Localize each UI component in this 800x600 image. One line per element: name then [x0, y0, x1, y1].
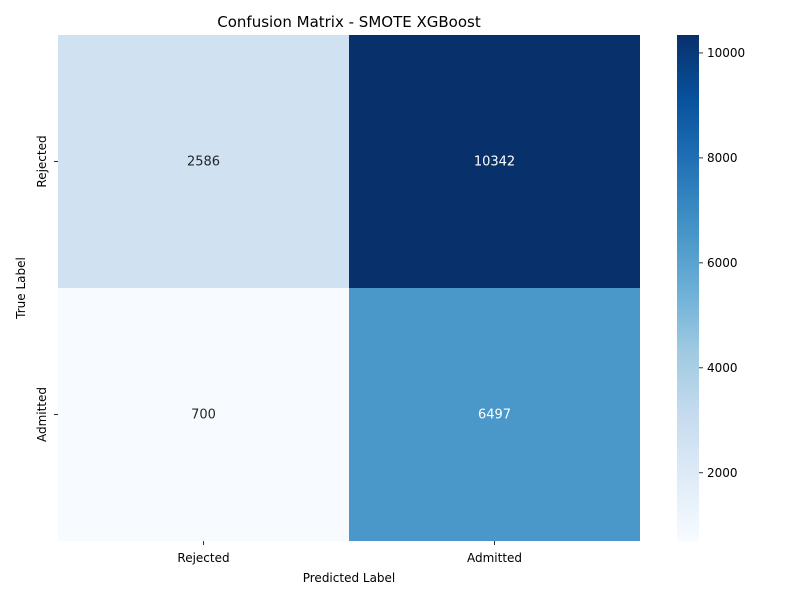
y-axis-label: True Label: [14, 257, 28, 320]
chart-title: Confusion Matrix - SMOTE XGBoost: [217, 13, 481, 31]
heatmap-cell: [58, 288, 349, 541]
x-axis-ticks: Rejected Admitted: [177, 541, 522, 565]
colorbar-gradient: [677, 35, 699, 541]
colorbar-tick-label: 4000: [707, 361, 738, 375]
heatmap-cells: [58, 35, 640, 541]
x-tick-label: Rejected: [177, 551, 229, 565]
colorbar-tick-label: 6000: [707, 256, 738, 270]
heatmap-cell: [349, 35, 640, 288]
colorbar-ticks: 2000 4000 6000 8000 10000: [699, 46, 745, 480]
x-tick-label: Admitted: [467, 551, 522, 565]
y-axis-ticks: Rejected Admitted: [35, 135, 58, 442]
cell-annotation: 2586: [187, 155, 220, 170]
heatmap-annotations: 2586 10342 700 6497: [187, 155, 515, 423]
cell-annotation: 700: [191, 408, 216, 423]
colorbar-tick-label: 2000: [707, 466, 738, 480]
x-axis-label: Predicted Label: [303, 571, 396, 585]
colorbar: 2000 4000 6000 8000 10000: [677, 35, 745, 541]
heatmap-cell: [349, 288, 640, 541]
colorbar-tick-label: 8000: [707, 151, 738, 165]
colorbar-tick-label: 10000: [707, 46, 745, 60]
y-tick-label: Admitted: [35, 387, 49, 442]
cell-annotation: 10342: [474, 155, 515, 170]
y-tick-label: Rejected: [35, 135, 49, 187]
heatmap-cell: [58, 35, 349, 288]
cell-annotation: 6497: [478, 408, 511, 423]
